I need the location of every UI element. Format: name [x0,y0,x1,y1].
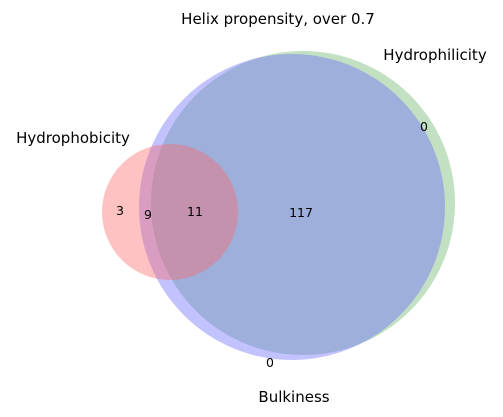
set-label-bulkiness: Bulkiness [258,388,329,406]
set-labels: Hydrophobicity Hydrophilicity Bulkiness [16,46,487,406]
circle-hydrophilicity [151,51,455,355]
set-label-hydrophobicity: Hydrophobicity [16,129,130,147]
region-count-hydrophilicity-bulkiness: 117 [289,205,313,220]
region-count-bulkiness-only: 0 [266,355,274,370]
region-count-hydrophobicity-only: 3 [116,203,124,218]
chart-title: Helix propensity, over 0.7 [181,10,375,28]
region-labels: 3 9 11 117 0 0 [116,119,428,370]
region-count-hydrophilicity-only: 0 [420,119,428,134]
circle-bulkiness [139,54,445,360]
region-count-hydrophobicity-bulkiness: 9 [144,207,152,222]
set-circles [102,51,455,360]
region-count-all-three: 11 [187,204,203,219]
set-label-hydrophilicity: Hydrophilicity [383,46,487,64]
circle-hydrophobicity [102,144,238,280]
